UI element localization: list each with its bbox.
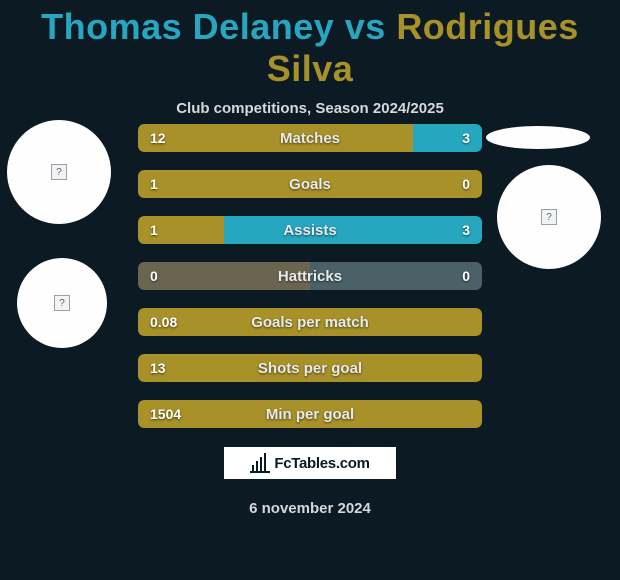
player1-club-avatar: ? xyxy=(17,258,107,348)
metric-label: Goals per match xyxy=(138,308,482,336)
date-label: 6 november 2024 xyxy=(0,500,620,517)
comparison-rows: 123Matches 10Goals 13Assists 00Hattricks 0.0… xyxy=(138,124,482,446)
placeholder-icon: ? xyxy=(51,164,67,180)
ball-shape xyxy=(486,126,590,149)
metric-label: Goals xyxy=(138,170,482,198)
metric-label: Min per goal xyxy=(138,400,482,428)
stat-row: 13Shots per goal xyxy=(138,354,482,382)
player1-name: Thomas Delaney xyxy=(41,6,334,47)
stat-row: 123Matches xyxy=(138,124,482,152)
stat-row: 10Goals xyxy=(138,170,482,198)
vs-separator: vs xyxy=(334,6,396,47)
player2-avatar: ? xyxy=(497,165,601,269)
metric-label: Shots per goal xyxy=(138,354,482,382)
chart-icon xyxy=(250,453,270,473)
stat-row: 13Assists xyxy=(138,216,482,244)
comparison-title: Thomas Delaney vs Rodrigues Silva xyxy=(0,0,620,90)
metric-label: Assists xyxy=(138,216,482,244)
fctables-logo: FcTables.com xyxy=(222,445,398,481)
subtitle: Club competitions, Season 2024/2025 xyxy=(0,100,620,117)
stat-row: 1504Min per goal xyxy=(138,400,482,428)
placeholder-icon: ? xyxy=(54,295,70,311)
metric-label: Matches xyxy=(138,124,482,152)
placeholder-icon: ? xyxy=(541,209,557,225)
stat-row: 00Hattricks xyxy=(138,262,482,290)
player1-avatar: ? xyxy=(7,120,111,224)
metric-label: Hattricks xyxy=(138,262,482,290)
stat-row: 0.08Goals per match xyxy=(138,308,482,336)
logo-text: FcTables.com xyxy=(274,455,369,472)
